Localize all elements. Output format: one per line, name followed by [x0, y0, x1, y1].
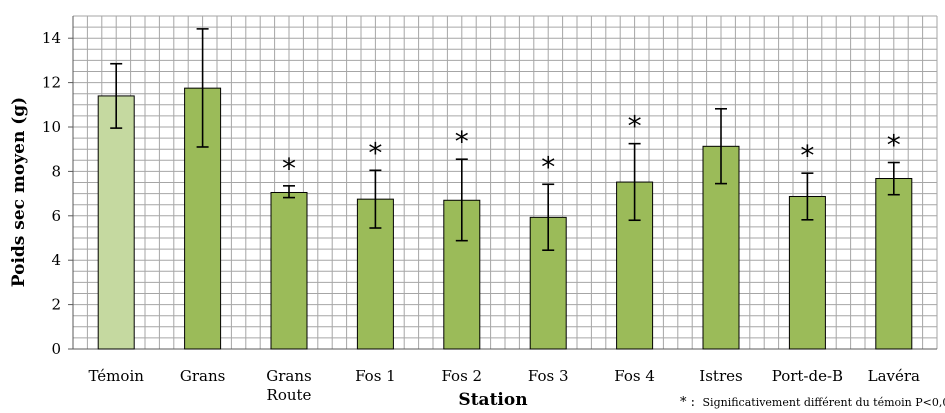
significance-star: *	[541, 150, 555, 183]
x-tick-label: Témoin	[88, 367, 144, 385]
x-tick-label: Grans Route	[266, 367, 311, 404]
footnote-marker: * :	[680, 395, 695, 410]
y-tick-label: 14	[42, 29, 61, 47]
significance-star: *	[800, 139, 814, 172]
x-tick-label-line: Fos 4	[614, 367, 655, 385]
x-tick-label-line: Témoin	[88, 367, 144, 385]
x-tick-label-line: Port-de-B	[772, 367, 843, 385]
significance-star: *	[887, 129, 901, 162]
x-tick-label-line: Route	[267, 386, 312, 404]
significance-star: *	[628, 110, 642, 143]
svg-text:* : Significativement di: * : Significativement différent du témoi…	[680, 395, 945, 410]
y-tick-label: 10	[42, 118, 61, 136]
bar	[97, 95, 135, 350]
x-tick-label: Lavéra	[868, 367, 920, 385]
x-tick-label-line: Grans	[180, 367, 225, 385]
x-tick-label: Fos 2	[441, 367, 482, 385]
bar	[875, 178, 913, 350]
error-bars	[110, 28, 900, 252]
y-tick-label: 2	[51, 296, 61, 314]
significance-star: *	[368, 136, 382, 169]
x-tick-label: Fos 1	[355, 367, 396, 385]
bar	[270, 191, 308, 350]
x-tick-label-line: Fos 2	[441, 367, 482, 385]
x-axis-title: Station	[458, 390, 527, 410]
footnote-text: Significativement différent du témoin P<…	[703, 396, 945, 409]
y-tick-label: 8	[51, 162, 61, 180]
x-tick-label: Fos 4	[614, 367, 655, 385]
y-tick-label: 12	[42, 74, 61, 92]
significance-markers: * * * * * * *	[282, 110, 901, 185]
significance-star: *	[455, 125, 469, 158]
x-tick-label: Grans	[180, 367, 225, 385]
x-tick-label: Fos 3	[528, 367, 569, 385]
y-axis-title: Poids sec moyen (g)	[9, 97, 29, 287]
y-tick-label: 4	[51, 251, 61, 269]
x-tick-label-line: Istres	[699, 367, 742, 385]
x-tick-label: Istres	[699, 367, 742, 385]
y-tick-label: 6	[51, 207, 61, 225]
footnote: * : Significativement différent du témoi…	[680, 395, 945, 410]
x-tick-label-line: Grans	[266, 367, 311, 385]
x-tick-label: Port-de-B	[772, 367, 843, 385]
x-tick-label-line: Fos 3	[528, 367, 569, 385]
x-tick-label-line: Fos 1	[355, 367, 396, 385]
x-tick-label-line: Lavéra	[868, 367, 920, 385]
y-tick-label: 0	[51, 340, 61, 358]
y-axis-ticks: 0 2 4 6 8 10 12 14	[42, 29, 73, 358]
significance-star: *	[282, 152, 296, 185]
